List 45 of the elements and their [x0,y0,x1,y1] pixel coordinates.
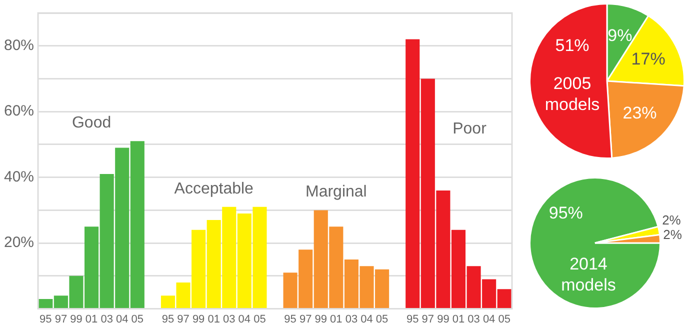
x-tick-label: 01 [208,313,220,326]
data-label: 17% [631,50,666,69]
series-label: Marginal [305,184,367,201]
x-tick-label: 99 [437,313,450,326]
x-tick-label: 99 [70,313,82,326]
x-tick-label: 04 [360,313,373,326]
x-tick-label: 95 [406,313,419,326]
data-label: 23% [622,103,657,122]
data-label: 51% [555,36,590,55]
x-tick-label: 03 [345,313,358,326]
x-tick-label: 95 [40,313,52,326]
series-label: Poor [452,120,488,138]
x-tick-label: 99 [314,313,328,326]
data-label: 2% [663,227,682,242]
x-tick-label: 01 [330,313,342,326]
x-tick-label: 05 [131,313,144,326]
x-tick-label: 04 [238,313,251,326]
x-tick-label: 95 [284,313,296,326]
series-label: Acceptable [174,180,254,198]
x-tick-label: 04 [482,313,496,326]
series-label: Good [72,114,112,132]
x-tick-label: 01 [452,313,465,326]
x-tick-label: 95 [162,313,174,326]
y-tick-label: 20% [4,234,34,252]
x-tick-label: 05 [498,313,510,326]
x-tick-label: 97 [54,313,68,326]
y-tick-label: 80% [4,37,34,54]
x-tick-label: 05 [254,313,266,326]
data-label: 2% [662,212,682,228]
x-tick-label: 97 [422,313,434,326]
data-label: 95% [548,203,583,222]
text: 2014 models [561,254,616,295]
x-tick-label: 04 [116,313,128,326]
x-tick-label: 97 [177,313,190,326]
y-tick-label: 60% [4,102,34,120]
x-tick-label: 97 [299,313,312,326]
data-label: 9% [608,26,632,46]
x-tick-label: 03 [223,313,236,326]
x-tick-label: 05 [376,313,388,326]
x-tick-label: 03 [100,313,113,326]
y-tick-label: 40% [4,168,34,186]
x-tick-label: 01 [85,313,98,326]
x-tick-label: 99 [192,313,205,326]
text: 2005 models [544,74,600,114]
x-tick-label: 03 [468,313,480,326]
